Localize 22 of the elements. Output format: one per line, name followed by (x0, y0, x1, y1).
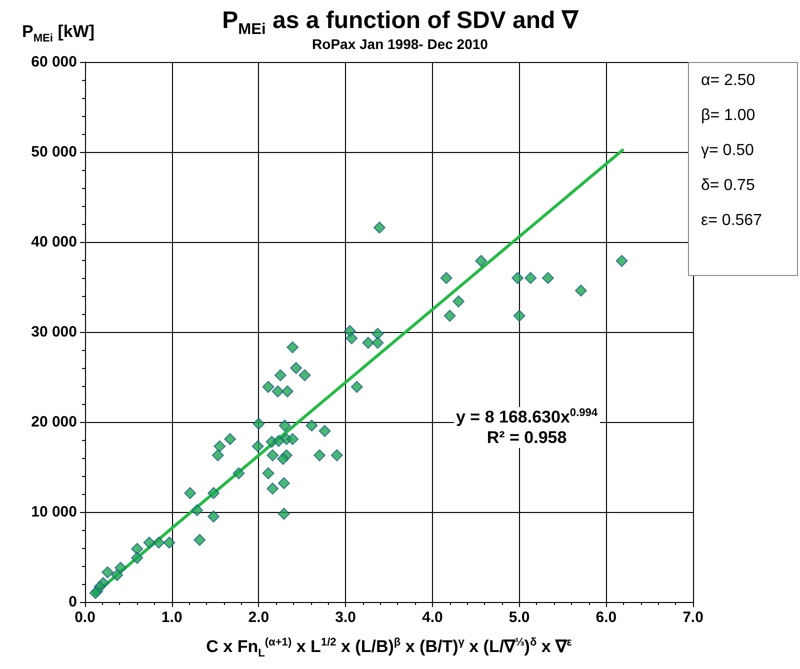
annotation: y = 8 168.630x$^{0.994}$ (456, 407, 598, 428)
y-tick-label: 10 000 (31, 504, 77, 520)
chart-title: P$_{MEi}$ as a function of SDV and ∇ (222, 7, 578, 38)
x-tick-label: 4.0 (422, 609, 443, 626)
annotation: R² = 0.958 (486, 428, 568, 448)
x-tick-label: 2.0 (248, 609, 270, 626)
y-axis-title: P$_{MEi}$ [kW] (22, 22, 95, 44)
x-tick-label: 1.0 (161, 609, 182, 626)
y-tick-label: 30 000 (31, 324, 77, 340)
y-tick-label: 0 (68, 594, 77, 610)
y-tick-label: 40 000 (31, 234, 77, 250)
x-tick-label: 7.0 (682, 609, 704, 626)
chart-subtitle: RoPax Jan 1998- Dec 2010 (312, 36, 488, 52)
y-tick-label: 20 000 (31, 414, 77, 430)
x-tick-label: 5.0 (508, 609, 530, 626)
x-tick-label: 6.0 (596, 609, 617, 626)
y-tick-label: 60 000 (31, 54, 77, 70)
y-tick-label: 50 000 (31, 144, 77, 160)
text: C x Fn$_{L}$$^{(α+1)}$ x L$^{1/2}$ x (L/B)$^{β}$ x (B/T)$^{γ}$ x (L/∇$^{⅓}$)$^{δ}$ x ∇$^{ε}$ (206, 636, 572, 660)
x-tick-label: 3.0 (335, 609, 356, 626)
text-box: α= 2.50 β= 1.00 γ= 0.50 δ= 0.75 ε= 0.567 (688, 62, 798, 276)
x-tick-label: 0.0 (74, 609, 96, 626)
